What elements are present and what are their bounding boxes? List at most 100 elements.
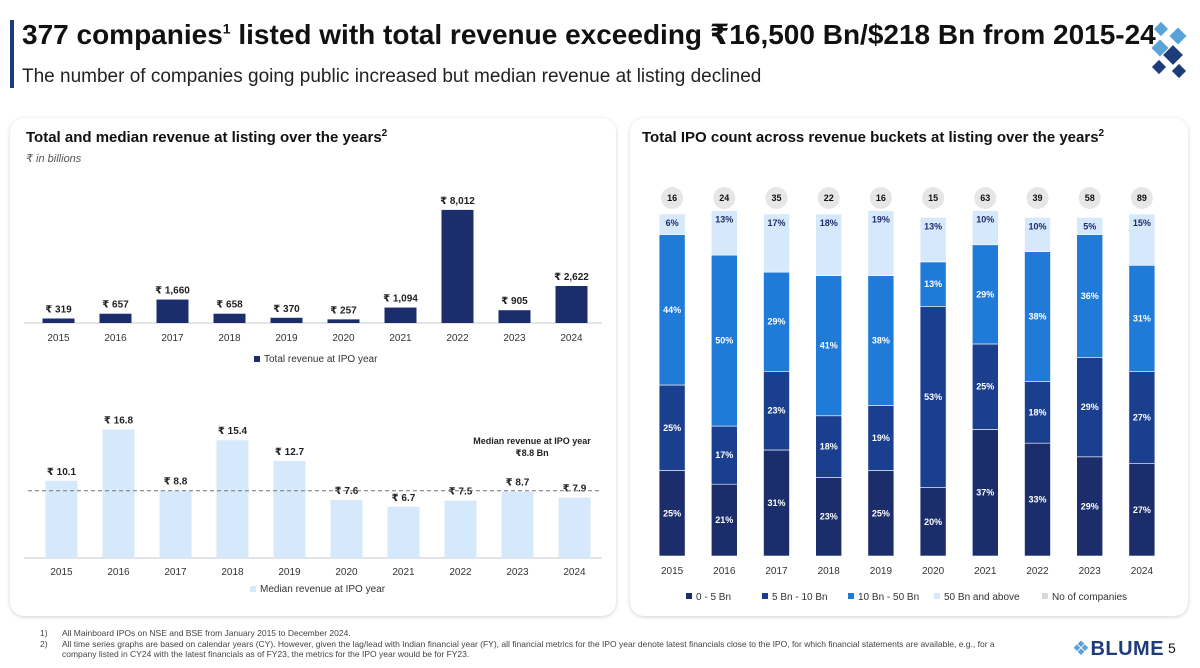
stacked-segment bbox=[815, 213, 842, 276]
stacked-legend-swatch bbox=[686, 593, 692, 599]
stacked-x-tick: 2022 bbox=[1026, 566, 1049, 577]
stacked-segment bbox=[919, 217, 947, 263]
median-revenue-bar bbox=[273, 460, 306, 558]
unit-note: ₹ in billions bbox=[26, 153, 82, 165]
total-revenue-x-tick: 2016 bbox=[104, 333, 127, 344]
median-revenue-x-tick: 2020 bbox=[335, 567, 358, 578]
total-revenue-x-tick: 2022 bbox=[446, 333, 469, 344]
total-revenue-data-label: ₹ 319 bbox=[45, 304, 72, 315]
median-revenue-legend-swatch bbox=[250, 586, 256, 592]
segment-percent-label: 29% bbox=[767, 317, 785, 327]
stacked-legend-label: 50 Bn and above bbox=[944, 592, 1020, 603]
segment-percent-label: 6% bbox=[666, 218, 679, 228]
company-count-badge bbox=[661, 187, 684, 209]
total-revenue-bar bbox=[498, 310, 531, 323]
stacked-x-tick: 2024 bbox=[1131, 566, 1154, 577]
segment-percent-label: 13% bbox=[924, 279, 942, 289]
total-revenue-x-tick: 2017 bbox=[161, 333, 184, 344]
segment-percent-label: 23% bbox=[767, 406, 785, 416]
stacked-legend-label: 0 - 5 Bn bbox=[696, 592, 731, 603]
median-revenue-x-tick: 2017 bbox=[164, 567, 187, 578]
stacked-x-tick: 2016 bbox=[713, 566, 736, 577]
company-count-badge bbox=[817, 187, 840, 209]
brand-mark-icon: ❖ bbox=[1072, 638, 1091, 660]
segment-percent-label: 31% bbox=[767, 498, 785, 508]
stacked-segment bbox=[1024, 217, 1051, 252]
total-revenue-data-label: ₹ 905 bbox=[501, 296, 528, 307]
median-revenue-x-tick: 2018 bbox=[221, 567, 244, 578]
stacked-segment bbox=[919, 306, 947, 488]
title-accent-bar bbox=[10, 20, 14, 88]
segment-percent-label: 33% bbox=[1028, 495, 1046, 505]
segment-percent-label: 25% bbox=[663, 423, 681, 433]
stacked-segment bbox=[1128, 265, 1156, 372]
company-count-label: 15 bbox=[928, 193, 938, 203]
stacked-segment bbox=[867, 405, 895, 471]
stacked-x-tick: 2015 bbox=[661, 566, 684, 577]
total-revenue-bar bbox=[156, 299, 189, 323]
right-panel-title: Total IPO count across revenue buckets a… bbox=[642, 128, 1105, 146]
stacked-legend-label: No of companies bbox=[1052, 592, 1127, 603]
company-count-label: 89 bbox=[1137, 193, 1147, 203]
median-revenue-bar bbox=[558, 497, 591, 558]
segment-percent-label: 27% bbox=[1133, 505, 1151, 515]
median-revenue-data-label: ₹ 8.7 bbox=[506, 477, 530, 488]
segment-percent-label: 27% bbox=[1133, 412, 1151, 422]
median-revenue-bar bbox=[444, 500, 477, 558]
stacked-segment bbox=[763, 271, 790, 372]
median-revenue-x-tick: 2022 bbox=[449, 567, 472, 578]
total-revenue-bar bbox=[555, 285, 588, 323]
stacked-legend-swatch bbox=[848, 593, 854, 599]
stacked-segment bbox=[763, 449, 790, 557]
segment-percent-label: 20% bbox=[924, 517, 942, 527]
stacked-segment bbox=[1024, 251, 1051, 382]
total-revenue-bar bbox=[384, 307, 417, 323]
stacked-x-tick: 2017 bbox=[765, 566, 788, 577]
company-count-badge bbox=[1130, 187, 1153, 209]
stacked-segment bbox=[1128, 213, 1156, 266]
median-reference-label: Median revenue at IPO year bbox=[473, 436, 591, 446]
blume-logo-icon bbox=[1151, 21, 1187, 79]
median-revenue-data-label: ₹ 8.8 bbox=[164, 477, 188, 488]
total-revenue-legend-swatch bbox=[254, 356, 260, 362]
segment-percent-label: 19% bbox=[872, 433, 890, 443]
segment-percent-label: 18% bbox=[820, 442, 838, 452]
total-revenue-x-tick: 2021 bbox=[389, 333, 412, 344]
segment-percent-label: 29% bbox=[976, 289, 994, 299]
stacked-segment bbox=[1128, 463, 1156, 557]
stacked-legend-swatch bbox=[762, 593, 768, 599]
right-chart-panel: Total IPO count across revenue buckets a… bbox=[630, 118, 1188, 616]
segment-percent-label: 21% bbox=[715, 515, 733, 525]
company-count-label: 63 bbox=[980, 193, 990, 203]
total-revenue-bar bbox=[99, 313, 132, 323]
stacked-x-tick: 2023 bbox=[1079, 566, 1102, 577]
stacked-segment bbox=[867, 470, 895, 557]
segment-percent-label: 15% bbox=[1133, 218, 1151, 228]
median-revenue-x-tick: 2021 bbox=[392, 567, 415, 578]
total-revenue-data-label: ₹ 657 bbox=[102, 300, 129, 311]
segment-percent-label: 25% bbox=[872, 508, 890, 518]
median-revenue-data-label: ₹ 16.8 bbox=[104, 416, 134, 427]
segment-percent-label: 25% bbox=[663, 508, 681, 518]
stacked-segment bbox=[971, 210, 999, 246]
stacked-segment bbox=[971, 429, 999, 557]
stacked-x-tick: 2019 bbox=[870, 566, 893, 577]
total-revenue-data-label: ₹ 2,622 bbox=[554, 272, 589, 283]
total-revenue-x-tick: 2019 bbox=[275, 333, 298, 344]
company-count-label: 16 bbox=[876, 193, 886, 203]
segment-percent-label: 13% bbox=[924, 221, 942, 231]
company-count-badge bbox=[1026, 187, 1049, 209]
segment-percent-label: 38% bbox=[872, 336, 890, 346]
segment-percent-label: 23% bbox=[820, 512, 838, 522]
page-subtitle: The number of companies going public inc… bbox=[22, 66, 762, 87]
median-revenue-x-tick: 2016 bbox=[107, 567, 130, 578]
segment-percent-label: 5% bbox=[1083, 221, 1096, 231]
stacked-segment bbox=[867, 275, 895, 406]
blume-brand: ❖BLUME bbox=[1072, 638, 1165, 660]
total-revenue-bar bbox=[213, 313, 246, 323]
median-revenue-data-label: ₹ 12.7 bbox=[275, 447, 305, 458]
total-revenue-bar bbox=[441, 209, 474, 323]
segment-percent-label: 53% bbox=[924, 392, 942, 402]
total-revenue-bar bbox=[327, 319, 360, 323]
segment-percent-label: 10% bbox=[1028, 221, 1046, 231]
